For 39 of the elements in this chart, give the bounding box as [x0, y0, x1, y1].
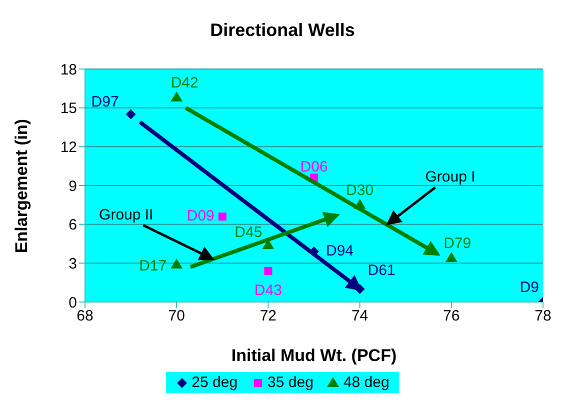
y-axis-title: Enlargement (in) — [12, 118, 32, 253]
legend-label: 35 deg — [268, 374, 314, 391]
y-tick-label: 6 — [68, 216, 77, 234]
data-label: D09 — [186, 208, 214, 225]
point — [218, 212, 226, 221]
data-label: D94 — [326, 242, 354, 260]
data-label: D30 — [346, 182, 374, 199]
x-tick-label: 72 — [260, 308, 277, 325]
y-tick-label: 3 — [68, 255, 77, 272]
point — [264, 266, 272, 275]
point — [126, 109, 136, 120]
data-label: D06 — [300, 158, 328, 176]
chart-title: Directional Wells — [209, 20, 356, 41]
y-tick-label: 12 — [60, 138, 77, 156]
x-tick-label: 68 — [76, 308, 94, 325]
y-tick-label: 0 — [68, 294, 77, 312]
point — [170, 258, 183, 268]
annotation: Group I — [425, 168, 476, 186]
data-label: D9 — [520, 278, 539, 296]
point — [170, 91, 183, 102]
legend-label: 25 deg — [192, 374, 238, 391]
point — [445, 252, 458, 262]
data-label: D17 — [139, 257, 167, 274]
data-label: D42 — [170, 74, 198, 92]
data-label: D45 — [234, 224, 262, 242]
x-axis-title: Initial Mud Wt. (PCF) — [230, 346, 398, 366]
legend-label: 48 deg — [343, 374, 390, 391]
data-label: D61 — [368, 262, 396, 280]
x-tick-label: 70 — [168, 308, 185, 325]
y-tick-label: 15 — [60, 100, 77, 118]
x-tick-label: 78 — [534, 308, 552, 325]
x-tick-label: 76 — [443, 308, 460, 325]
data-label: D43 — [254, 282, 282, 299]
x-tick-label: 74 — [351, 308, 368, 325]
y-tick-label: 9 — [68, 178, 77, 195]
data-label: D79 — [444, 234, 472, 252]
data-label: D97 — [91, 93, 119, 110]
annotation: Group II — [99, 206, 154, 224]
y-tick-label: 18 — [60, 61, 77, 78]
